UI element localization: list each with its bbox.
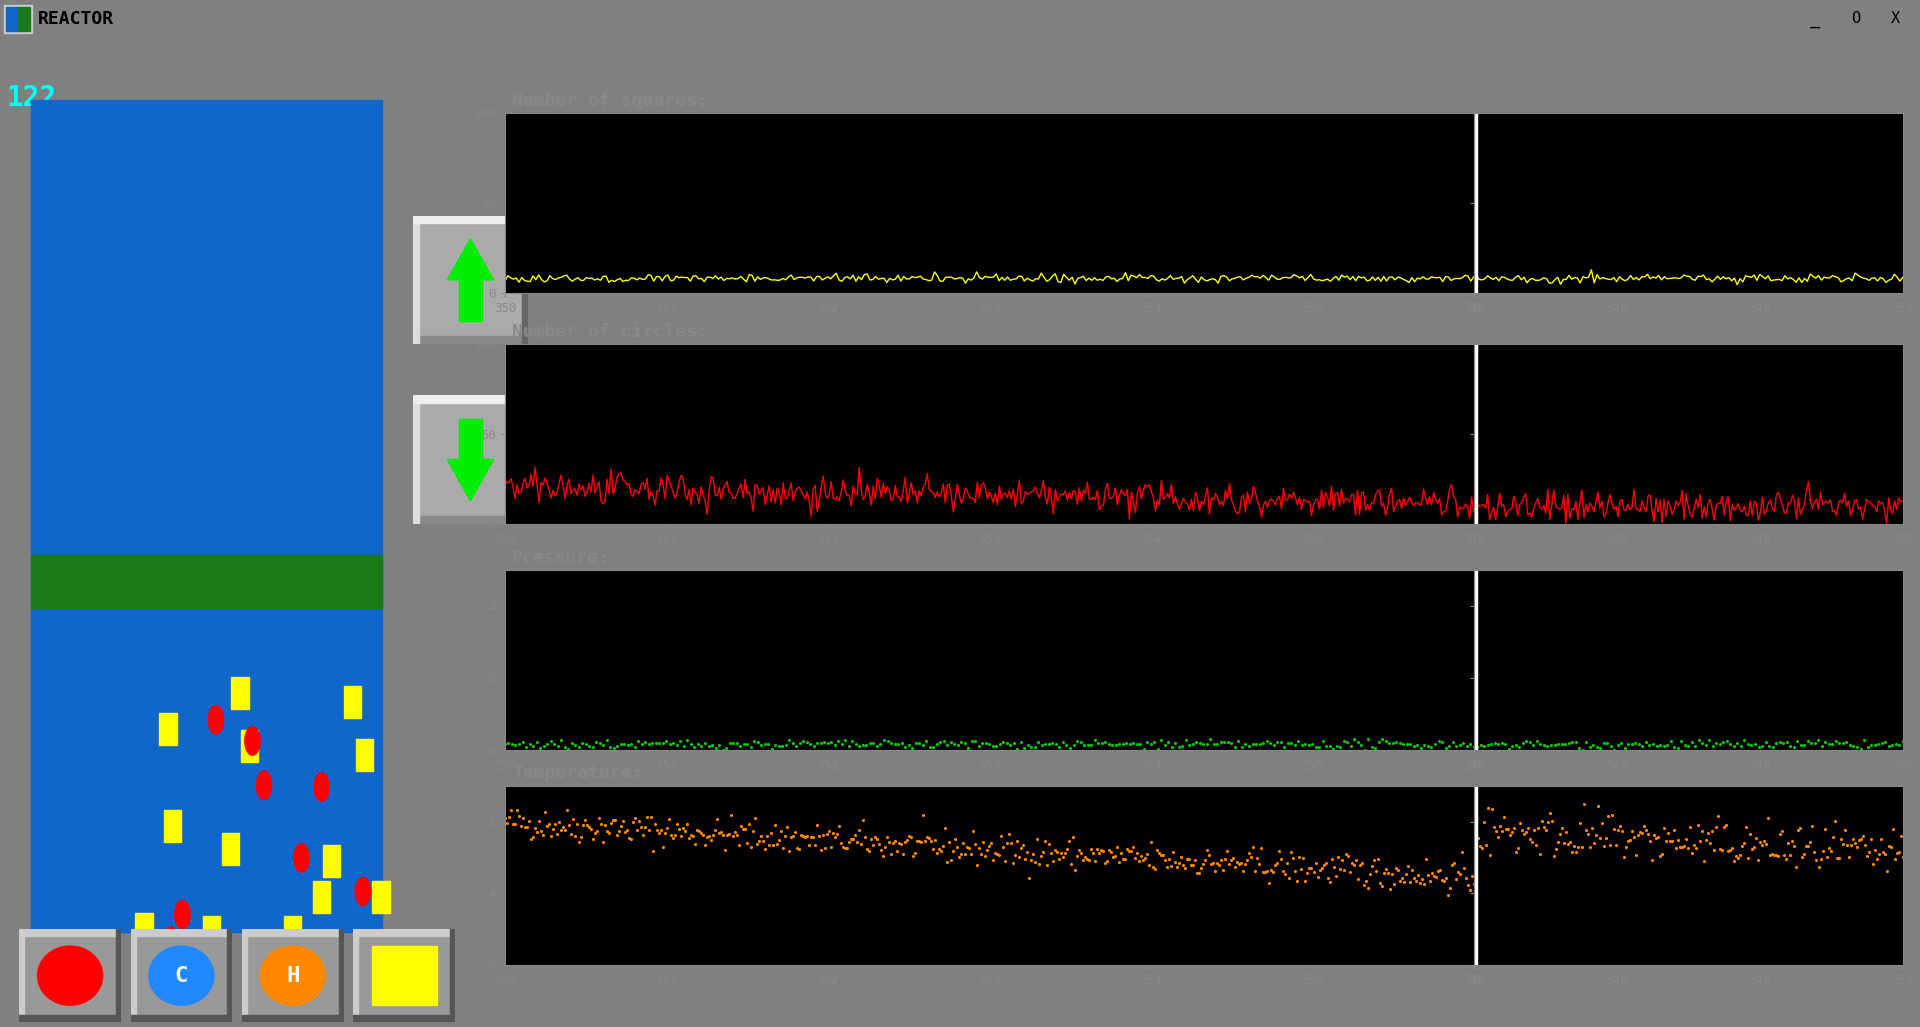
Text: X: X: [1891, 11, 1901, 27]
Bar: [413, 216, 419, 344]
Bar: [284, 916, 301, 948]
Bar: [413, 395, 419, 524]
Circle shape: [257, 771, 273, 799]
Text: 122: 122: [8, 83, 58, 112]
Bar: [413, 216, 528, 223]
Bar: [323, 845, 340, 877]
Text: Number of squares:: Number of squares:: [513, 91, 708, 110]
Bar: [232, 677, 250, 709]
Circle shape: [261, 946, 324, 1005]
Bar: [413, 336, 528, 344]
Circle shape: [246, 727, 261, 755]
Bar: [353, 1016, 455, 1022]
Bar: [19, 1016, 121, 1022]
Circle shape: [207, 706, 225, 734]
Bar: [131, 1016, 232, 1022]
Bar: [17, 7, 31, 31]
Bar: [204, 916, 219, 948]
Bar: [242, 929, 344, 936]
Bar: [449, 929, 455, 1022]
Bar: [353, 929, 359, 1022]
Bar: [413, 395, 528, 403]
Polygon shape: [447, 238, 493, 279]
Bar: [131, 929, 136, 1022]
Bar: [522, 395, 528, 524]
Circle shape: [163, 927, 179, 955]
Bar: [221, 833, 238, 865]
Bar: [134, 913, 154, 945]
Bar: [163, 810, 180, 842]
Bar: [413, 516, 528, 524]
Bar: [19, 929, 25, 1022]
Circle shape: [175, 901, 190, 928]
Text: _: _: [1811, 10, 1820, 28]
Bar: [338, 929, 344, 1022]
Text: C: C: [175, 965, 188, 986]
Bar: [353, 929, 455, 936]
Text: H: H: [286, 965, 300, 986]
Bar: [357, 739, 374, 771]
Bar: [6, 7, 17, 31]
Bar: [344, 686, 361, 718]
Bar: [242, 929, 248, 1022]
Circle shape: [315, 773, 330, 801]
Bar: [313, 881, 330, 913]
Bar: [131, 929, 232, 936]
Bar: [459, 276, 482, 320]
Bar: [242, 730, 257, 762]
Text: Temperature:: Temperature:: [513, 764, 643, 783]
Bar: [4, 5, 33, 33]
Circle shape: [38, 946, 102, 1005]
Circle shape: [355, 877, 371, 906]
Bar: [115, 929, 121, 1022]
Text: O: O: [1851, 11, 1860, 27]
Bar: [459, 419, 482, 463]
Bar: [522, 216, 528, 344]
Text: Number of circles:: Number of circles:: [513, 322, 708, 341]
Bar: [227, 929, 232, 1022]
Polygon shape: [447, 460, 493, 501]
Text: REACTOR: REACTOR: [38, 10, 113, 28]
Bar: [19, 929, 121, 936]
Text: Pressure:: Pressure:: [513, 548, 611, 567]
Circle shape: [150, 946, 213, 1005]
Bar: [159, 713, 177, 745]
Circle shape: [294, 844, 309, 872]
Bar: [31, 555, 382, 608]
Bar: [372, 946, 436, 1005]
Bar: [372, 881, 390, 913]
Bar: [242, 1016, 344, 1022]
